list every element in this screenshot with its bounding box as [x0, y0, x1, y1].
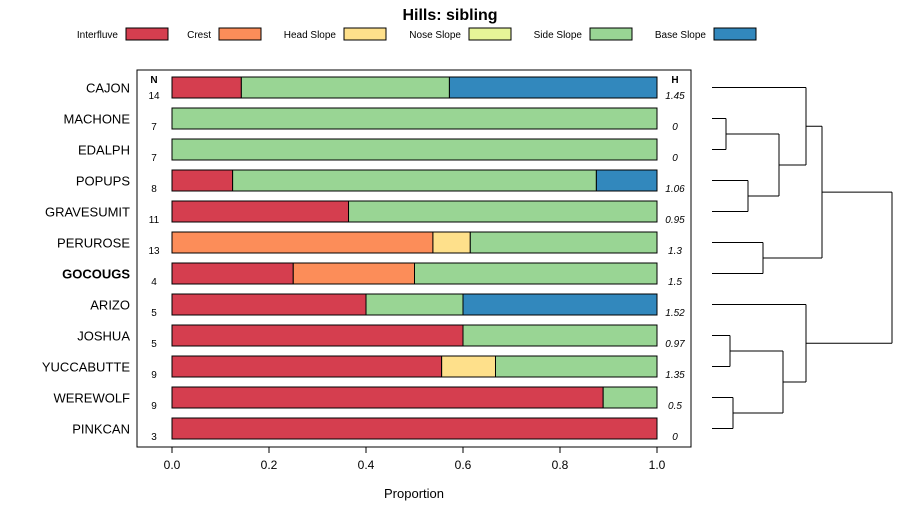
- legend-label: Base Slope: [655, 30, 707, 41]
- category-label: PERUROSE: [57, 236, 130, 251]
- bar-segment: [171, 169, 234, 192]
- n-value: 5: [151, 339, 157, 350]
- category-label: GRAVESUMIT: [45, 205, 130, 220]
- legend-label: Side Slope: [534, 30, 583, 41]
- category-label: GOCOUGS: [62, 267, 130, 282]
- h-value: 1.3: [668, 246, 682, 257]
- bar-segment: [441, 355, 496, 378]
- bar-segment: [462, 324, 658, 347]
- dendrogram: [712, 87, 893, 429]
- category-labels: CAJON 14 1.45 MACHONE 7 0 EDALPH 7 0 POPUPS 8 1.06 G…: [42, 81, 685, 444]
- category-label: EDALPH: [78, 143, 130, 158]
- h-value: 0.95: [665, 215, 685, 226]
- bar-segment: [171, 107, 658, 130]
- n-value: 13: [148, 246, 160, 257]
- legend-label: Interfluve: [77, 30, 119, 41]
- bar-segment: [171, 76, 242, 99]
- bar-segment: [171, 386, 604, 409]
- legend-swatch: [218, 27, 262, 41]
- x-tick-label: 0.6: [455, 458, 472, 472]
- legend: Interfluve Crest Head Slope Nose Slope Side …: [77, 27, 757, 41]
- bar-segment: [602, 386, 658, 409]
- bar-segment: [292, 262, 415, 285]
- bar-segment: [171, 355, 443, 378]
- category-label: PINKCAN: [72, 422, 130, 437]
- x-tick-label: 0.0: [164, 458, 181, 472]
- bar-segment: [171, 324, 464, 347]
- bar-segment: [171, 138, 658, 161]
- n-value: 7: [151, 153, 157, 164]
- n-value: 9: [151, 370, 157, 381]
- bar-segment: [462, 293, 658, 316]
- plot-frame: [136, 69, 692, 448]
- h-value: 1.06: [665, 184, 685, 195]
- legend-label: Nose Slope: [409, 30, 461, 41]
- n-value: 3: [151, 432, 157, 443]
- n-value: 5: [151, 308, 157, 319]
- bar-segment: [240, 76, 450, 99]
- legend-swatch: [589, 27, 633, 41]
- legend-label: Head Slope: [284, 30, 337, 41]
- bar-segment: [171, 293, 367, 316]
- legend-label: Crest: [187, 30, 211, 41]
- bar-segment: [348, 200, 658, 223]
- h-value: 1.45: [665, 91, 685, 102]
- bar-segment: [432, 231, 471, 254]
- legend-swatch: [343, 27, 387, 41]
- bar-segment: [595, 169, 658, 192]
- bars: [171, 76, 658, 440]
- category-label: CAJON: [86, 81, 130, 96]
- n-value: 9: [151, 401, 157, 412]
- x-tick-label: 0.2: [261, 458, 278, 472]
- bar-segment: [171, 417, 658, 440]
- bar-segment: [469, 231, 658, 254]
- legend-swatch: [125, 27, 169, 41]
- h-value: 0: [672, 122, 678, 133]
- bar-segment: [494, 355, 658, 378]
- h-value: 1.5: [668, 277, 682, 288]
- bar-segment: [414, 262, 658, 285]
- bar-segment: [232, 169, 597, 192]
- category-label: JOSHUA: [77, 329, 130, 344]
- n-value: 8: [151, 184, 157, 195]
- x-tick-label: 0.8: [552, 458, 569, 472]
- category-label: WEREWOLF: [53, 391, 130, 406]
- n-value: 4: [151, 277, 157, 288]
- bar-segment: [171, 262, 294, 285]
- h-value: 1.35: [665, 370, 685, 381]
- h-value: 1.52: [665, 308, 685, 319]
- n-value: 11: [149, 215, 160, 226]
- chart-title: Hills: sibling: [402, 7, 497, 24]
- bar-segment: [171, 200, 350, 223]
- h-value: 0: [672, 153, 678, 164]
- legend-swatch: [468, 27, 512, 41]
- n-value: 7: [151, 122, 157, 133]
- n-value: 14: [148, 91, 160, 102]
- bar-segment: [365, 293, 464, 316]
- category-label: MACHONE: [64, 112, 131, 127]
- n-header: N: [150, 75, 157, 86]
- bar-segment: [448, 76, 658, 99]
- h-value: 0: [672, 432, 678, 443]
- h-value: 0.97: [665, 339, 685, 350]
- legend-swatch: [713, 27, 757, 41]
- x-axis: 0.0 0.2 0.4 0.6 0.8 1.0: [164, 447, 666, 472]
- bar-segment: [171, 231, 434, 254]
- x-tick-label: 1.0: [649, 458, 666, 472]
- h-header: H: [671, 75, 678, 86]
- category-label: ARIZO: [90, 298, 130, 313]
- x-tick-label: 0.4: [358, 458, 375, 472]
- x-axis-label: Proportion: [384, 486, 444, 501]
- category-label: POPUPS: [76, 174, 131, 189]
- category-label: YUCCABUTTE: [42, 360, 130, 375]
- h-value: 0.5: [668, 401, 682, 412]
